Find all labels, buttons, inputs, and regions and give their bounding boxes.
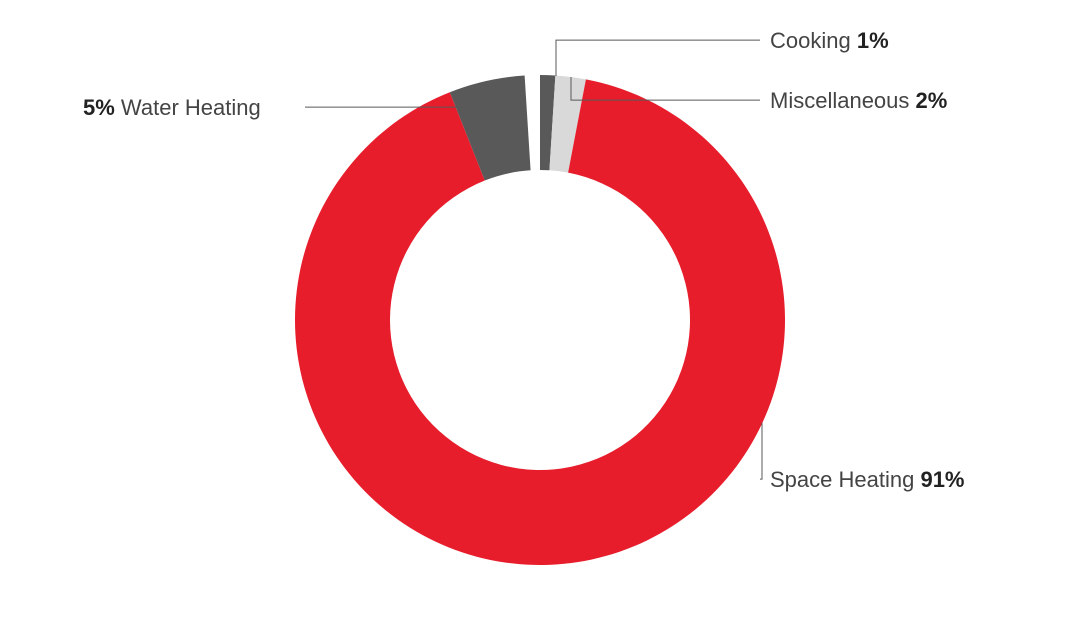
slice-label-water-heating: 5% Water Heating bbox=[83, 95, 261, 121]
pct-value: 91% bbox=[920, 467, 964, 492]
slice-label-miscellaneous: Miscellaneous 2% bbox=[770, 88, 947, 114]
slice-label-space-heating: Space Heating 91% bbox=[770, 467, 965, 493]
leader-line bbox=[760, 423, 762, 479]
pct-value: 5% bbox=[83, 95, 115, 120]
slice-name: Cooking bbox=[770, 28, 851, 53]
leader-line bbox=[556, 40, 760, 76]
pct-value: 1% bbox=[857, 28, 889, 53]
donut-chart: Cooking 1% Miscellaneous 2% Space Heating … bbox=[0, 0, 1080, 616]
slice-name: Miscellaneous bbox=[770, 88, 909, 113]
slice-label-cooking: Cooking 1% bbox=[770, 28, 889, 54]
pct-value: 2% bbox=[916, 88, 948, 113]
slice-name: Space Heating bbox=[770, 467, 914, 492]
slice-name: Water Heating bbox=[121, 95, 261, 120]
